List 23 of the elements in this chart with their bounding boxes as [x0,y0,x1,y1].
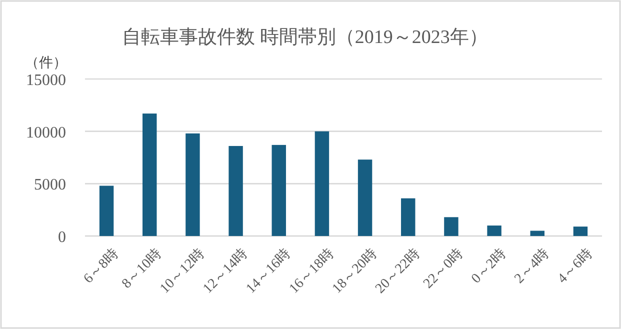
x-tick-label: 2～4時 [511,246,552,287]
x-tick-label: 4～6時 [554,246,596,287]
bar [272,144,286,236]
bar [444,217,458,236]
bar [99,186,114,236]
bar [358,160,372,236]
x-tick-label: 0～2時 [468,246,510,287]
x-tick-label: 6～8時 [80,246,122,287]
bar [186,133,200,236]
bar [314,131,330,236]
bar [401,198,416,236]
y-axis-title: （件） [25,55,67,71]
bar [142,114,157,236]
chart-title: 自転車事故件数 時間帯別（2019～2023年） [122,27,488,48]
bar [530,230,544,236]
bar [573,226,588,236]
y-tick-label: 15000 [26,72,66,89]
y-tick-label: 0 [58,229,66,246]
x-tick-label: 22～0時 [420,246,466,292]
bar [228,146,243,236]
y-tick-label: 10000 [26,124,66,142]
bar [487,226,502,236]
y-tick-label: 5000 [34,176,66,194]
